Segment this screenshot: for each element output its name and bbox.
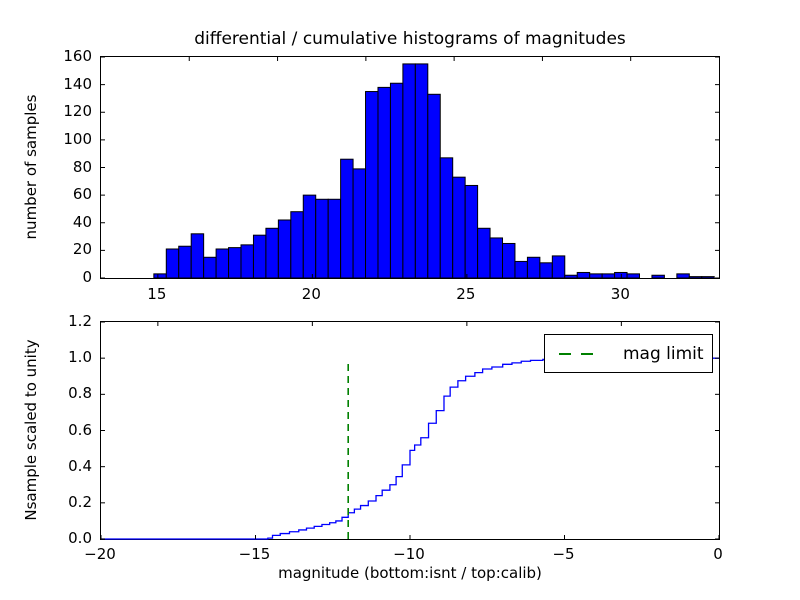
histogram-bar [514,260,528,279]
histogram-bar [427,93,441,279]
bottom-y-tick-label: 0.4 [68,456,92,475]
histogram-bar [340,158,354,279]
bottom-y-tick-label: 0.6 [68,420,92,439]
histogram-bar [614,271,628,279]
bottom-x-tick-label: −20 [84,545,116,563]
histogram-bar [228,247,242,279]
histogram-bar [701,276,715,279]
histogram-bar [252,234,267,279]
histogram-bar [539,262,553,279]
histogram-bar [439,157,454,279]
histogram-bar [414,63,429,279]
bottom-x-tick-label: 0 [713,545,723,563]
top-y-tick-label: 140 [63,74,92,93]
histogram-bar [327,198,342,279]
histogram-bar [153,273,167,279]
top-y-tick-label: 120 [63,102,92,121]
histogram-bar [626,273,640,279]
histogram-bar [215,248,230,279]
bottom-x-tick-label: −15 [238,545,271,563]
bottom-y-tick-label: 1.2 [68,312,92,330]
legend-label: mag limit [623,343,704,364]
histogram-bar [564,274,578,279]
histogram-bar [365,91,379,279]
figure-title: differential / cumulative histograms of … [194,29,626,49]
histogram-bar [190,233,205,279]
histogram-bar [688,276,703,279]
bottom-y-tick-label: 1.0 [68,348,92,367]
histogram-bar [277,219,292,279]
histogram-bar [389,82,404,279]
top-y-axis-label: number of samples [22,94,40,240]
histogram-bar [265,227,279,279]
histogram-bar [651,274,665,279]
top-x-tick-label: 25 [456,285,476,303]
top-histogram-axes [100,56,720,279]
histogram-bar [489,237,504,279]
bottom-cumulative-plot-area [100,321,720,540]
histogram-bar [502,242,516,279]
histogram-bar [676,273,690,279]
histogram-bar [551,255,566,279]
top-x-tick-label: 30 [610,285,630,303]
histogram-bar [464,184,479,279]
top-y-tick-label: 60 [72,185,92,204]
histogram-bar [203,256,217,279]
histogram-bar [402,63,416,279]
top-y-tick-label: 20 [72,240,92,259]
histogram-bar [165,248,180,279]
histogram-bar [452,176,466,279]
bottom-x-tick-label: −5 [552,545,575,563]
bottom-y-tick-label: 0.8 [68,384,92,403]
cumulative-curve [101,357,719,540]
top-x-tick-label: 20 [301,285,321,303]
mag-limit-legend-sample [559,352,601,355]
top-y-tick-label: 0 [82,268,92,286]
bottom-y-tick-label: 0.0 [68,529,92,547]
bottom-y-axis-label: Nsample scaled to unity [22,339,40,521]
histogram-bar [315,198,329,279]
legend: mag limit [544,334,713,373]
histogram-bar [352,168,367,279]
top-histogram-plot-area [101,56,719,279]
histogram-bar [302,194,317,279]
x-axis-label: magnitude (bottom:isnt / top:calib) [278,564,542,582]
top-y-tick-label: 40 [72,212,92,231]
histogram-bar [589,273,603,279]
bottom-cumulative-axes: mag limit [100,321,720,540]
bottom-x-tick-label: −10 [393,545,425,563]
top-y-tick-label: 160 [63,47,92,65]
histogram-bar [377,86,391,279]
top-y-tick-label: 80 [72,157,92,176]
histogram-bar [526,256,541,279]
histogram-bar [477,227,491,279]
bottom-y-tick-label: 0.2 [68,492,92,511]
histogram-bar [576,271,591,279]
histogram-bar [178,245,192,279]
top-y-tick-label: 100 [63,129,92,148]
histogram-bar [240,244,254,279]
top-x-tick-label: 15 [147,285,167,303]
histogram-bar [601,273,616,279]
histogram-bar [290,211,304,279]
